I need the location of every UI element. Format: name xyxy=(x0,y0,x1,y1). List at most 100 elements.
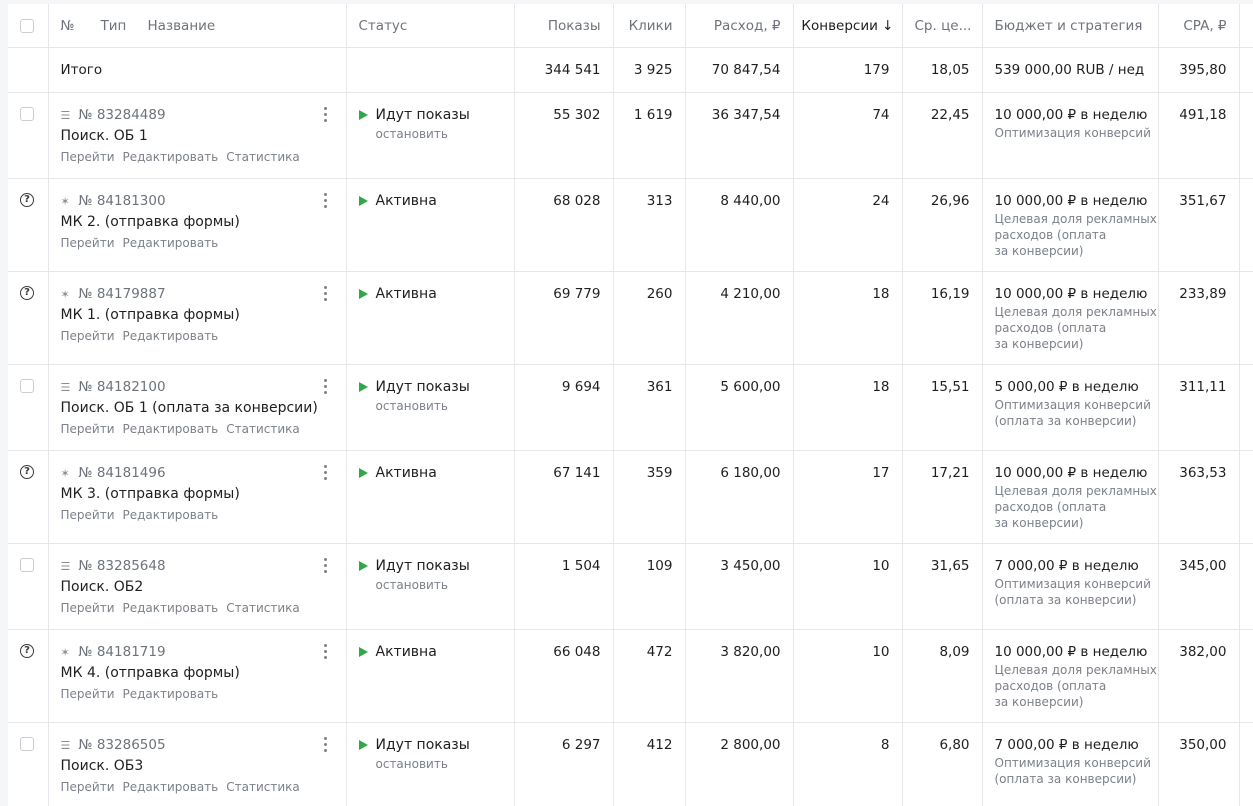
impressions-cell: 69 779 xyxy=(514,271,614,365)
help-icon[interactable]: ? xyxy=(20,644,34,658)
budget-cell: 10 000,00 ₽ в неделю Целевая доля рекламн… xyxy=(982,450,1159,544)
goto-link[interactable]: Перейти xyxy=(60,601,115,615)
stop-link[interactable]: остановить xyxy=(375,578,448,592)
campaign-name[interactable]: МК 4. (отправка формы) xyxy=(60,665,240,681)
budget-amount[interactable]: 10 000,00 ₽ в неделю xyxy=(994,644,1148,660)
budget-amount[interactable]: 10 000,00 ₽ в неделю xyxy=(994,107,1148,123)
help-icon[interactable]: ? xyxy=(20,286,34,300)
strategy-text: Оптимизация конверсий (оплата за конверси… xyxy=(995,576,1158,608)
goto-link[interactable]: Перейти xyxy=(60,422,115,436)
header-conversions[interactable]: Конверсии ↓ xyxy=(793,4,903,48)
campaign-name[interactable]: Поиск. ОБ3 xyxy=(60,758,144,774)
stats-link[interactable]: Статистика xyxy=(226,150,300,164)
conversions-cell: 18 xyxy=(793,364,903,451)
header-budget[interactable]: Бюджет и стратегия xyxy=(982,4,1159,48)
goto-link[interactable]: Перейти xyxy=(60,508,115,522)
campaign-name[interactable]: Поиск. ОБ 1 xyxy=(60,128,148,144)
campaign-name[interactable]: Поиск. ОБ 1 (оплата за конверсии) xyxy=(60,400,318,416)
campaign-number: № 83285648 xyxy=(78,558,166,574)
strategy-line: (оплата за конверсии) xyxy=(994,772,1137,786)
help-icon[interactable]: ? xyxy=(20,465,34,479)
more-actions-icon[interactable] xyxy=(323,193,328,211)
edit-link[interactable]: Редактировать xyxy=(122,601,219,615)
goto-link[interactable]: Перейти xyxy=(60,150,115,164)
header-name[interactable]: Название xyxy=(147,17,216,34)
row-checkbox[interactable] xyxy=(20,558,34,572)
campaign-name[interactable]: Поиск. ОБ2 xyxy=(60,579,144,595)
budget-amount[interactable]: 10 000,00 ₽ в неделю xyxy=(994,286,1148,302)
strategy-line: за конверсии) xyxy=(994,695,1084,709)
budget-amount[interactable]: 7 000,00 ₽ в неделю xyxy=(994,558,1139,574)
help-icon[interactable]: ? xyxy=(20,193,34,207)
row-selector-cell xyxy=(8,92,49,179)
edit-link[interactable]: Редактировать xyxy=(122,422,219,436)
row-checkbox[interactable] xyxy=(20,737,34,751)
row-selector-cell: ? xyxy=(8,178,49,272)
spend-cell: 36 347,54 xyxy=(685,92,794,179)
stats-link[interactable]: Статистика xyxy=(226,422,300,436)
row-checkbox[interactable] xyxy=(20,379,34,393)
row-checkbox[interactable] xyxy=(20,107,34,121)
more-actions-icon[interactable] xyxy=(323,379,328,397)
clicks-cell: 361 xyxy=(613,364,686,451)
more-actions-icon[interactable] xyxy=(323,558,328,576)
text-campaign-icon: ☰ xyxy=(60,738,71,752)
more-actions-icon[interactable] xyxy=(323,465,328,483)
more-actions-icon[interactable] xyxy=(323,107,328,125)
text-campaign-icon: ☰ xyxy=(60,559,71,573)
avg-price-cell: 26,96 xyxy=(902,178,983,272)
goto-link[interactable]: Перейти xyxy=(60,687,115,701)
budget-amount[interactable]: 10 000,00 ₽ в неделю xyxy=(994,193,1148,209)
header-avg-price[interactable]: Ср. це... xyxy=(902,4,983,48)
header-clicks[interactable]: Клики xyxy=(613,4,686,48)
header-impressions[interactable]: Показы xyxy=(514,4,614,48)
goto-link[interactable]: Перейти xyxy=(60,329,115,343)
stats-link[interactable]: Статистика xyxy=(226,780,300,794)
status-text: Активна xyxy=(375,644,437,660)
header-num[interactable]: № xyxy=(60,17,75,34)
status-cell: Идут показы остановить xyxy=(346,543,515,630)
edit-link[interactable]: Редактировать xyxy=(122,329,219,343)
header-type[interactable]: Тип xyxy=(100,17,127,34)
conversions-cell: 10 xyxy=(793,543,903,630)
header-spend[interactable]: Расход, ₽ xyxy=(685,4,794,48)
edit-link[interactable]: Редактировать xyxy=(122,780,219,794)
header-status[interactable]: Статус xyxy=(346,4,515,48)
strategy-text: Целевая доля рекламных расходов (оплата за… xyxy=(995,211,1158,259)
stop-link[interactable]: остановить xyxy=(375,399,448,413)
status-text: Активна xyxy=(375,193,437,209)
stop-link[interactable]: остановить xyxy=(375,757,448,771)
conversions-cell: 74 xyxy=(793,92,903,179)
campaign-name[interactable]: МК 1. (отправка формы) xyxy=(60,307,240,323)
more-actions-icon[interactable] xyxy=(323,286,328,304)
avg-price-cell: 6,80 xyxy=(902,722,983,806)
budget-amount[interactable]: 7 000,00 ₽ в неделю xyxy=(994,737,1139,753)
edit-link[interactable]: Редактировать xyxy=(122,508,219,522)
cpa-cell: 351,67 xyxy=(1158,178,1240,272)
status-cell: Активна xyxy=(346,178,515,272)
strategy-text: Целевая доля рекламных расходов (оплата за… xyxy=(995,304,1158,352)
impressions-cell: 6 297 xyxy=(514,722,614,806)
campaign-name[interactable]: МК 3. (отправка формы) xyxy=(60,486,240,502)
header-cpa[interactable]: CPA, ₽ xyxy=(1158,4,1240,48)
more-actions-icon[interactable] xyxy=(323,737,328,755)
budget-amount[interactable]: 10 000,00 ₽ в неделю xyxy=(994,465,1148,481)
play-icon xyxy=(358,468,368,478)
goto-link[interactable]: Перейти xyxy=(60,236,115,250)
total-budget: 539 000,00 RUB / нед xyxy=(982,47,1159,93)
edit-link[interactable]: Редактировать xyxy=(122,687,219,701)
more-actions-icon[interactable] xyxy=(323,644,328,662)
campaign-name[interactable]: МК 2. (отправка формы) xyxy=(60,214,240,230)
spend-cell: 6 180,00 xyxy=(685,450,794,544)
edit-link[interactable]: Редактировать xyxy=(122,150,219,164)
stop-link[interactable]: остановить xyxy=(375,127,448,141)
stats-link[interactable]: Статистика xyxy=(226,601,300,615)
budget-amount[interactable]: 5 000,00 ₽ в неделю xyxy=(994,379,1139,395)
goto-link[interactable]: Перейти xyxy=(60,780,115,794)
text-campaign-icon: ☰ xyxy=(60,380,71,394)
edit-link[interactable]: Редактировать xyxy=(122,236,219,250)
select-all-checkbox[interactable] xyxy=(20,18,34,33)
master-campaign-icon: ✶ xyxy=(60,466,70,480)
campaign-number: № 83284489 xyxy=(78,107,166,123)
impressions-cell: 66 048 xyxy=(514,629,614,723)
